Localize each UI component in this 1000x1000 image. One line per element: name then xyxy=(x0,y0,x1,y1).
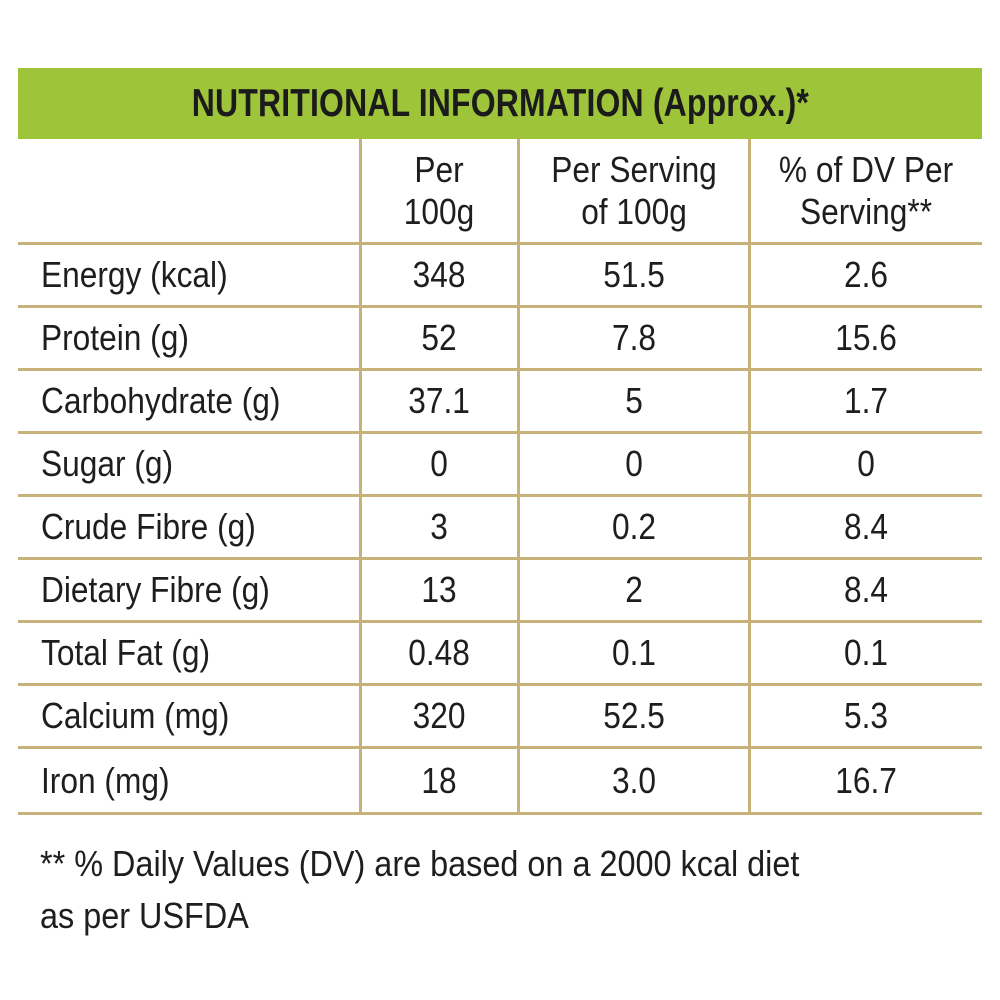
value-dv-cell: 5.3 xyxy=(748,686,982,746)
value-per-100g-cell: 348 xyxy=(359,245,517,305)
value-dv-cell: 2.6 xyxy=(748,245,982,305)
table-row: Iron (mg) 18 3.0 16.7 xyxy=(18,749,982,812)
value-per-serving-cell: 5 xyxy=(517,371,748,431)
table-row: Dietary Fibre (g) 13 2 8.4 xyxy=(18,560,982,623)
value-per-100g-cell: 18 xyxy=(359,749,517,812)
table-row: Calcium (mg) 320 52.5 5.3 xyxy=(18,686,982,749)
value-per-serving: 0.1 xyxy=(611,632,657,674)
footnote: ** % Daily Values (DV) are based on a 20… xyxy=(40,838,970,942)
table-row: Carbohydrate (g) 37.1 5 1.7 xyxy=(18,371,982,434)
nutrition-table: Per 100g Per Serving of 100g % of DV Per… xyxy=(18,139,982,815)
value-per-serving-cell: 51.5 xyxy=(517,245,748,305)
value-per-100g-cell: 0.48 xyxy=(359,623,517,683)
value-per-serving: 2 xyxy=(625,569,643,611)
table-row: Sugar (g) 0 0 0 xyxy=(18,434,982,497)
value-dv: 8.4 xyxy=(844,569,889,611)
nutrient-name: Sugar (g) xyxy=(41,443,174,485)
title-bar: NUTRITIONAL INFORMATION (Approx.)* xyxy=(18,68,982,139)
value-dv: 2.6 xyxy=(844,254,889,296)
value-per-100g: 348 xyxy=(413,254,466,296)
value-per-serving-cell: 2 xyxy=(517,560,748,620)
value-per-serving-cell: 0.1 xyxy=(517,623,748,683)
value-per-100g: 13 xyxy=(421,569,458,611)
table-row: Energy (kcal) 348 51.5 2.6 xyxy=(18,245,982,308)
value-per-100g: 18 xyxy=(421,759,458,801)
value-per-100g-cell: 0 xyxy=(359,434,517,494)
nutrient-name: Crude Fibre (g) xyxy=(41,506,256,548)
value-per-100g-cell: 52 xyxy=(359,308,517,368)
table-row: Total Fat (g) 0.48 0.1 0.1 xyxy=(18,623,982,686)
nutrient-name-cell: Iron (mg) xyxy=(18,749,359,812)
value-dv-cell: 15.6 xyxy=(748,308,982,368)
nutrient-name-cell: Sugar (g) xyxy=(18,434,359,494)
header-nutrient xyxy=(18,139,359,242)
value-per-100g: 37.1 xyxy=(408,380,471,422)
table-row: Crude Fibre (g) 3 0.2 8.4 xyxy=(18,497,982,560)
nutrient-name: Dietary Fibre (g) xyxy=(41,569,270,611)
header-per-serving: Per Serving of 100g xyxy=(517,139,748,242)
value-per-100g-cell: 3 xyxy=(359,497,517,557)
nutrient-name-cell: Carbohydrate (g) xyxy=(18,371,359,431)
value-per-serving-cell: 3.0 xyxy=(517,749,748,812)
value-dv-cell: 0.1 xyxy=(748,623,982,683)
value-dv: 5.3 xyxy=(844,695,889,737)
value-per-serving: 0 xyxy=(625,443,643,485)
value-per-100g: 0 xyxy=(430,443,449,485)
value-dv-cell: 0 xyxy=(748,434,982,494)
value-per-100g: 320 xyxy=(413,695,466,737)
footnote-text: ** % Daily Values (DV) are based on a 20… xyxy=(40,843,800,936)
nutrient-name-cell: Dietary Fibre (g) xyxy=(18,560,359,620)
header-dv-label: % of DV Per Serving** xyxy=(779,149,954,232)
value-per-serving: 52.5 xyxy=(603,695,665,737)
value-dv: 16.7 xyxy=(835,759,898,801)
value-per-100g-cell: 13 xyxy=(359,560,517,620)
table-header-row: Per 100g Per Serving of 100g % of DV Per… xyxy=(18,139,982,245)
table-row: Protein (g) 52 7.8 15.6 xyxy=(18,308,982,371)
nutrient-name: Calcium (mg) xyxy=(41,695,230,737)
value-per-100g-cell: 320 xyxy=(359,686,517,746)
value-per-serving-cell: 0.2 xyxy=(517,497,748,557)
header-per-serving-label: Per Serving of 100g xyxy=(551,149,717,232)
nutrient-name: Carbohydrate (g) xyxy=(41,380,281,422)
header-per-100g-label: Per 100g xyxy=(404,149,475,232)
value-dv-cell: 1.7 xyxy=(748,371,982,431)
value-dv: 8.4 xyxy=(844,506,889,548)
header-dv: % of DV Per Serving** xyxy=(748,139,982,242)
nutrient-name-cell: Crude Fibre (g) xyxy=(18,497,359,557)
value-dv-cell: 8.4 xyxy=(748,560,982,620)
nutrient-name-cell: Calcium (mg) xyxy=(18,686,359,746)
value-per-100g-cell: 37.1 xyxy=(359,371,517,431)
value-per-serving: 7.8 xyxy=(611,317,657,359)
nutrient-name: Protein (g) xyxy=(41,317,189,359)
nutrient-name-cell: Energy (kcal) xyxy=(18,245,359,305)
value-dv: 1.7 xyxy=(844,380,889,422)
nutrient-name: Energy (kcal) xyxy=(41,254,228,296)
value-dv: 0.1 xyxy=(844,632,889,674)
table-body: Energy (kcal) 348 51.5 2.6 Protein (g) 52 7.8 1… xyxy=(18,245,982,812)
nutrition-panel: NUTRITIONAL INFORMATION (Approx.)* Per 1… xyxy=(18,68,982,815)
nutrition-title: NUTRITIONAL INFORMATION (Approx.)* xyxy=(191,81,809,125)
value-dv: 15.6 xyxy=(835,317,898,359)
header-per-100g: Per 100g xyxy=(359,139,517,242)
value-dv-cell: 16.7 xyxy=(748,749,982,812)
nutrient-name: Iron (mg) xyxy=(41,759,170,801)
value-per-100g: 3 xyxy=(430,506,449,548)
nutrient-name-cell: Total Fat (g) xyxy=(18,623,359,683)
value-per-serving-cell: 0 xyxy=(517,434,748,494)
value-per-serving: 5 xyxy=(625,380,643,422)
value-per-100g: 52 xyxy=(421,317,458,359)
nutrient-name: Total Fat (g) xyxy=(41,632,211,674)
value-per-serving-cell: 52.5 xyxy=(517,686,748,746)
value-dv-cell: 8.4 xyxy=(748,497,982,557)
value-per-serving-cell: 7.8 xyxy=(517,308,748,368)
value-per-100g: 0.48 xyxy=(408,632,471,674)
value-per-serving: 0.2 xyxy=(611,506,657,548)
value-per-serving: 51.5 xyxy=(603,254,665,296)
nutrient-name-cell: Protein (g) xyxy=(18,308,359,368)
value-per-serving: 3.0 xyxy=(611,759,657,801)
value-dv: 0 xyxy=(857,443,876,485)
